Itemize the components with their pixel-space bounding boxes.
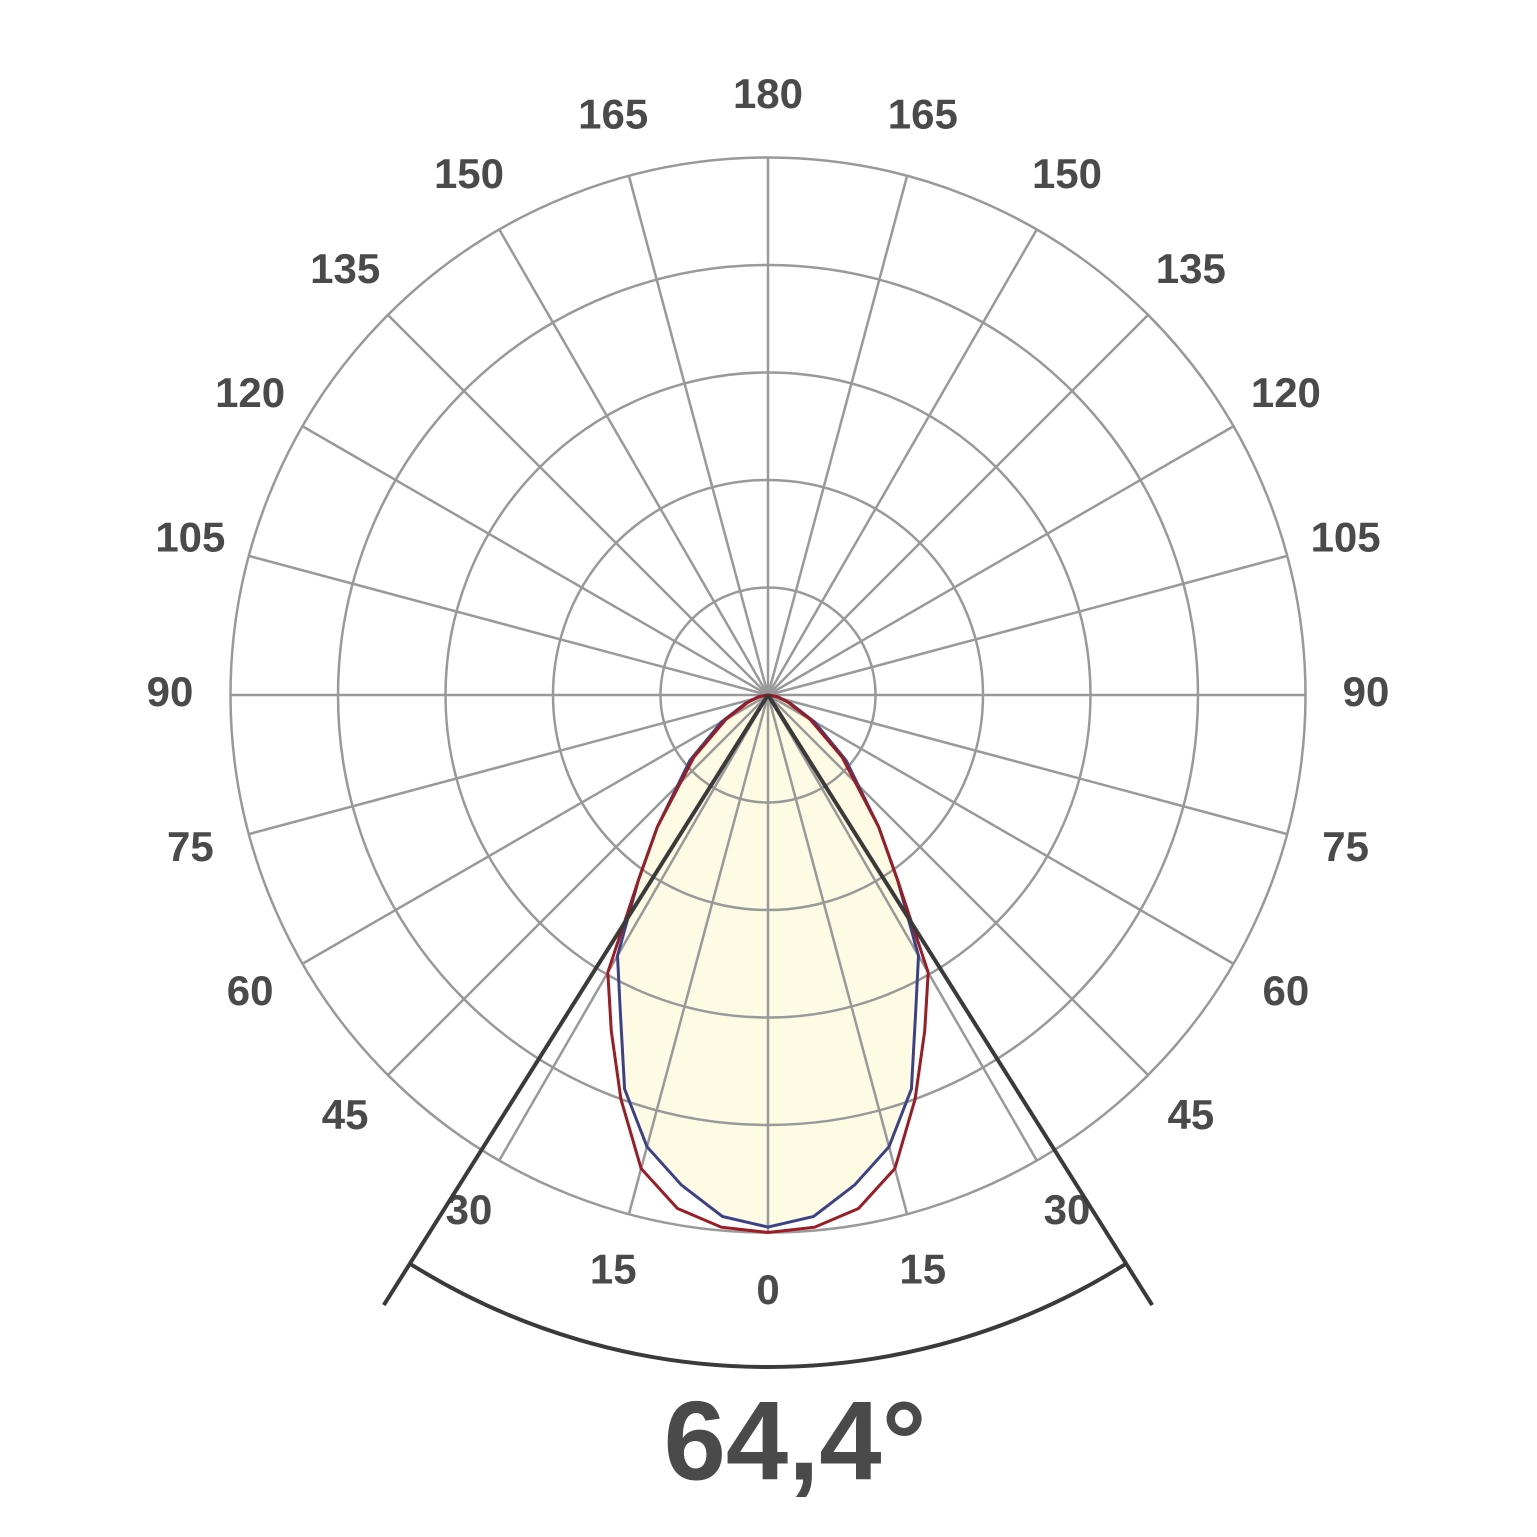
angle-label: 105 [1311, 513, 1381, 560]
spoke [767, 694, 1149, 1076]
angle-label: 60 [1263, 967, 1310, 1014]
spoke [498, 228, 770, 696]
angle-label: 150 [1032, 150, 1102, 197]
spoke [387, 694, 769, 1076]
angle-label: 15 [899, 1246, 946, 1293]
grid [229, 156, 1307, 1234]
spoke [767, 314, 1149, 696]
spoke [766, 694, 1038, 1162]
beam-angle-label: 64,4° [664, 1379, 927, 1504]
spoke [301, 425, 769, 697]
angle-label: 15 [590, 1246, 637, 1293]
angle-label: 105 [155, 513, 225, 560]
spoke [627, 694, 770, 1215]
angle-label: 0 [756, 1266, 779, 1313]
spoke [767, 693, 1235, 965]
spoke [767, 425, 1235, 697]
spoke [248, 693, 769, 836]
beam-arc [408, 1261, 1128, 1369]
spoke [301, 693, 769, 965]
angle-label: 60 [227, 967, 274, 1014]
spoke [248, 554, 769, 697]
angle-label: 165 [578, 90, 648, 137]
angle-label: 45 [1167, 1091, 1214, 1138]
angle-label: 180 [733, 70, 803, 117]
spoke [387, 314, 769, 696]
spoke [627, 175, 770, 696]
beam-line [766, 693, 1154, 1307]
spoke [766, 228, 1038, 696]
angle-label: 75 [1322, 823, 1369, 870]
beam-area [617, 695, 768, 1228]
beam-area [768, 695, 919, 1228]
angle-label: 150 [434, 150, 504, 197]
angle-label: 135 [1156, 245, 1226, 292]
fill-layer [617, 695, 919, 1228]
spoke [766, 694, 909, 1215]
spoke [767, 693, 1288, 836]
angle-label: 120 [215, 369, 285, 416]
spoke [767, 554, 1288, 697]
angle-label: 135 [310, 245, 380, 292]
angle-label: 165 [888, 90, 958, 137]
angle-label: 45 [322, 1091, 369, 1138]
spoke [766, 175, 909, 696]
angle-label: 75 [167, 823, 214, 870]
beam-line [382, 693, 770, 1307]
angle-label: 90 [1343, 668, 1390, 715]
angle-label: 120 [1251, 369, 1321, 416]
angle-label: 90 [147, 668, 194, 715]
spoke [498, 694, 770, 1162]
